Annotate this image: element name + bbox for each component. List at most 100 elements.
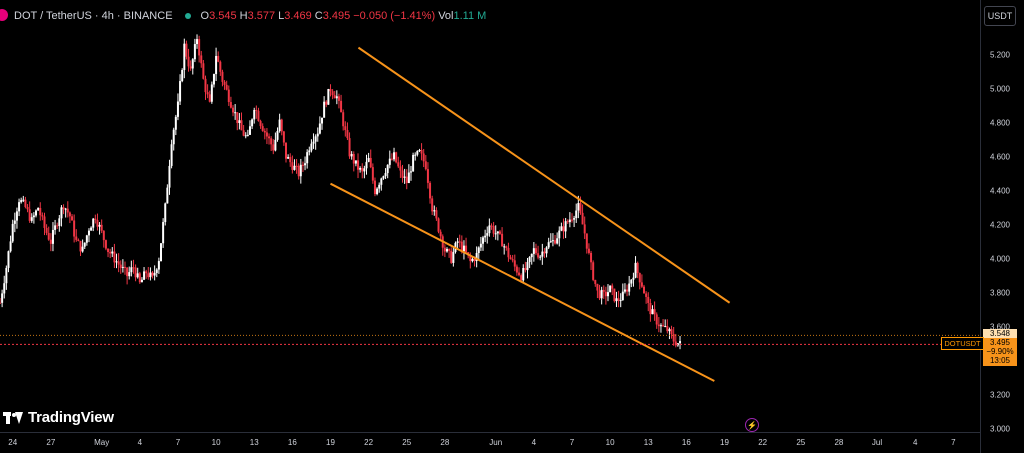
- candle-up: [577, 203, 580, 211]
- candle-up: [623, 289, 626, 292]
- high-label: H: [239, 10, 248, 22]
- candle-down: [134, 267, 137, 278]
- candle-down: [223, 81, 226, 85]
- candle-down: [138, 273, 141, 283]
- candle-down: [24, 199, 27, 208]
- candle-up: [308, 150, 311, 153]
- candle-up: [37, 208, 40, 211]
- legend-header[interactable]: DOT / TetherUS · 4h · BINANCE O 3.545 H 3.…: [0, 8, 486, 24]
- candle-up: [64, 208, 67, 210]
- candle-up: [416, 151, 419, 155]
- candle-down: [113, 251, 116, 263]
- candle-up: [407, 172, 410, 184]
- candle-down: [348, 138, 351, 157]
- candle-up: [664, 326, 667, 328]
- candle-down: [261, 126, 264, 131]
- last-price-value: 3.495: [989, 338, 1011, 347]
- candle-up: [276, 130, 279, 140]
- symbol-title[interactable]: DOT / TetherUS · 4h · BINANCE: [14, 10, 173, 22]
- prev-close-tag: 3.548: [983, 329, 1017, 338]
- price-tick-label: 4.400: [990, 186, 1011, 195]
- candle-up: [386, 164, 389, 174]
- channel-lines-layer[interactable]: [330, 46, 731, 382]
- candle-down: [204, 78, 207, 93]
- candle-up: [522, 267, 525, 281]
- candle-down: [257, 110, 260, 121]
- candle-down: [587, 248, 590, 253]
- candle-down: [265, 132, 268, 137]
- candle-up: [278, 119, 281, 131]
- candle-down: [272, 144, 275, 151]
- candle-up: [238, 120, 241, 124]
- candle-down: [581, 212, 584, 225]
- logo-text: TradingView: [28, 409, 114, 426]
- candle-up: [545, 247, 548, 254]
- candle-down: [333, 95, 336, 99]
- candle-up: [30, 217, 33, 221]
- candle-down: [473, 258, 476, 262]
- candle-down: [45, 227, 48, 233]
- candle-up: [87, 230, 90, 236]
- candle-up: [600, 289, 603, 299]
- time-tick-label: 27: [46, 438, 55, 447]
- candle-down: [79, 240, 82, 252]
- candle-up: [365, 161, 368, 169]
- candle-up: [619, 300, 622, 302]
- candle-down: [280, 119, 283, 132]
- price-tick-label: 4.600: [990, 152, 1011, 161]
- candles-layer: [0, 34, 682, 350]
- price-scale[interactable]: 3.0003.2003.4003.6003.8004.0004.2004.400…: [990, 16, 1011, 433]
- candle-up: [306, 152, 309, 164]
- bolt-icon[interactable]: ⚡: [745, 418, 759, 432]
- candle-down: [431, 198, 434, 212]
- candle-down: [259, 120, 262, 127]
- candle-up: [530, 253, 533, 258]
- close-label: C: [314, 10, 323, 22]
- candle-up: [111, 251, 114, 254]
- candle-up: [35, 210, 38, 216]
- candle-down: [232, 107, 235, 113]
- candle-down: [501, 233, 504, 247]
- candle-up: [354, 160, 357, 164]
- candle-up: [630, 279, 633, 284]
- tradingview-logo[interactable]: TradingView: [3, 409, 114, 426]
- channel-line-lower[interactable]: [330, 182, 715, 382]
- candle-up: [471, 258, 474, 262]
- candle-up: [486, 233, 489, 236]
- candle-up: [412, 154, 415, 172]
- candle-up: [526, 262, 529, 271]
- candle-up: [606, 292, 609, 297]
- candle-up: [318, 123, 321, 134]
- tradingview-logo-icon: [3, 411, 23, 424]
- candle-up: [541, 251, 544, 257]
- candle-up: [378, 184, 381, 189]
- change-percent: −9.90%: [986, 347, 1014, 356]
- candle-up: [482, 237, 485, 244]
- candle-down: [340, 100, 343, 113]
- time-tick-label: 7: [176, 438, 181, 447]
- candle-down: [73, 220, 76, 237]
- candle-up: [7, 251, 10, 268]
- currency-button[interactable]: USDT: [984, 6, 1016, 26]
- candle-up: [380, 178, 383, 185]
- candle-down: [511, 259, 514, 261]
- candle-up: [452, 252, 455, 263]
- candle-up: [215, 55, 218, 75]
- candle-down: [206, 92, 209, 95]
- candle-up: [445, 249, 448, 252]
- time-tick-label: 28: [834, 438, 843, 447]
- candle-up: [456, 241, 459, 243]
- candle-down: [640, 282, 643, 287]
- candle-up: [433, 210, 436, 212]
- candle-up: [621, 291, 624, 301]
- channel-line-upper[interactable]: [357, 46, 731, 304]
- time-tick-label: 16: [682, 438, 691, 447]
- time-scale[interactable]: 24 27 May 4 7 10 13 16 19 22 25 28 Jun 4 7 10 13 16 19 22 25…: [8, 438, 956, 447]
- candle-down: [132, 267, 135, 269]
- low-value: 3.469: [284, 10, 312, 22]
- candle-down: [227, 89, 230, 103]
- time-tick-label: Jun: [489, 438, 502, 447]
- candle-up: [573, 218, 576, 220]
